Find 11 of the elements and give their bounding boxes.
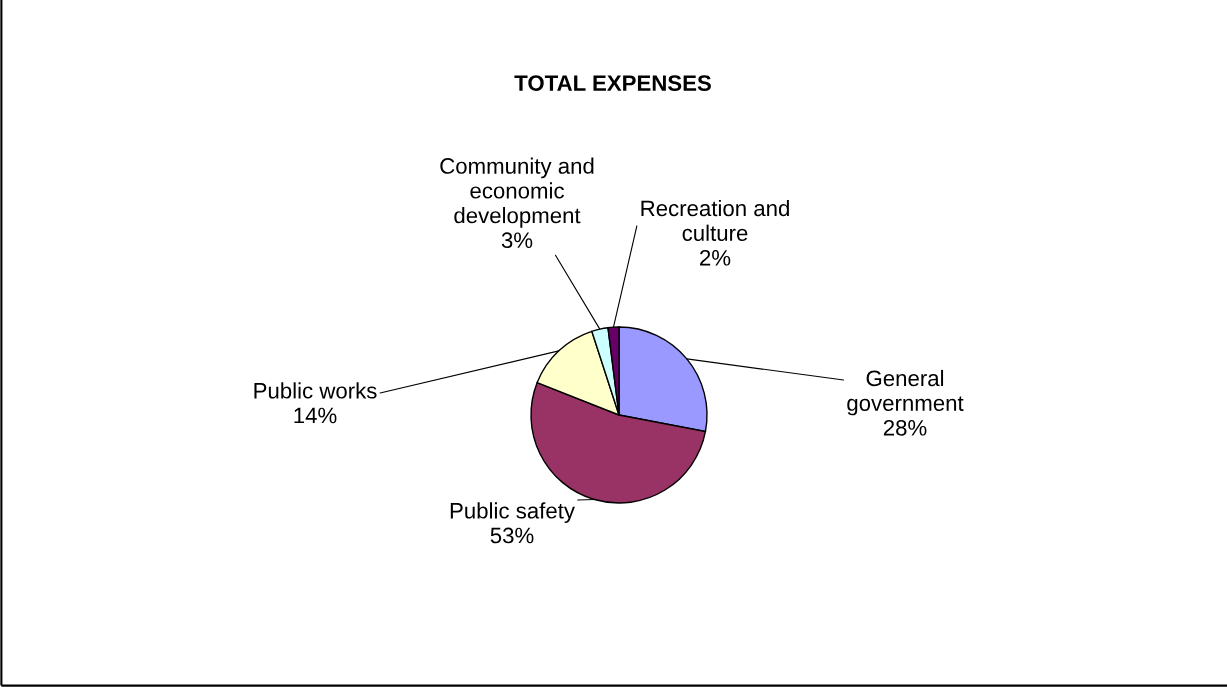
slice-label: Community and economic development xyxy=(440,157,594,228)
slice-label: Public safety xyxy=(450,502,575,523)
data-label: 2% xyxy=(700,249,731,266)
chart-title: TOTAL EXPENSES xyxy=(514,75,711,91)
data-label: 3% xyxy=(501,232,533,249)
slice-label: General government xyxy=(847,369,964,416)
data-label: 14% xyxy=(294,407,337,424)
data-label: 28% xyxy=(883,419,927,436)
slice-label: Public works xyxy=(254,382,377,399)
data-label: 53% xyxy=(490,527,534,544)
slice-label: Recreation and culture xyxy=(641,199,789,241)
